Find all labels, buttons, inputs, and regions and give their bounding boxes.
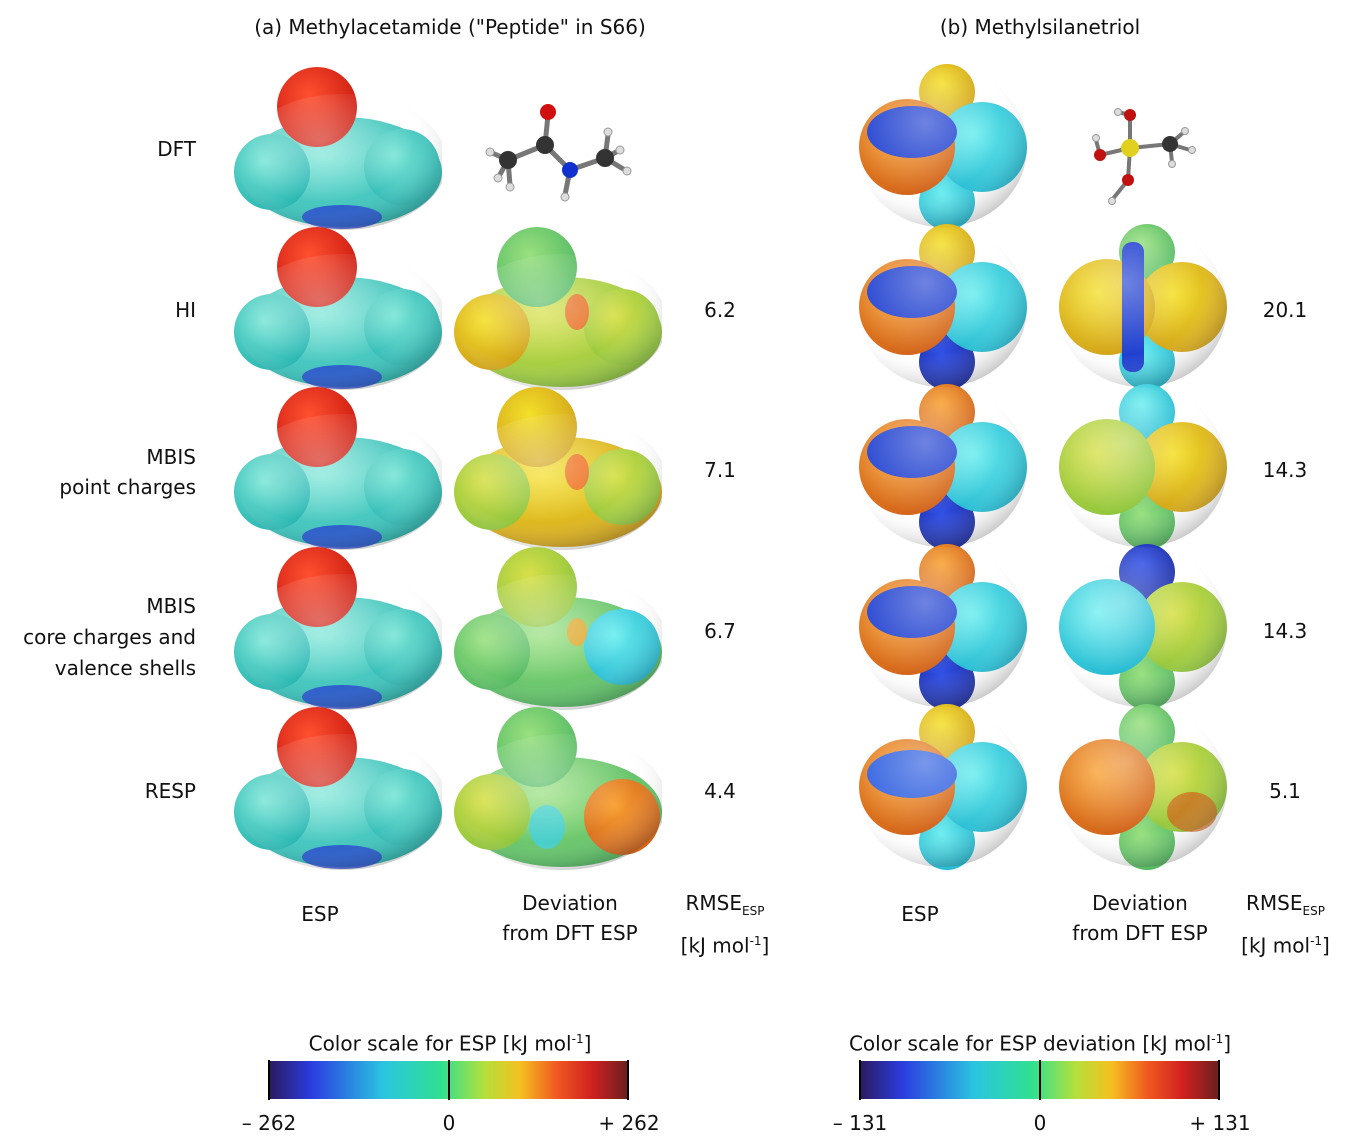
colorbar-esp-mid: 0 (442, 1111, 456, 1135)
esp-surface-b-dft (857, 64, 1027, 230)
esp-surface-a-resp (234, 707, 442, 870)
deviation-surface-b-mbis-point (1057, 384, 1227, 550)
rmse-a-hi: 6.2 (704, 298, 736, 322)
rmse-b-hi: 20.1 (1262, 298, 1308, 322)
col-label-deviation-a: Deviation from DFT ESP (502, 891, 638, 945)
colorbar-esp-title: Color scale for ESP [kJ mol-1] (308, 1031, 592, 1056)
row-label-mbis-point: MBIS point charges (59, 445, 196, 499)
deviation-surface-b-mbis-core (1057, 544, 1227, 710)
deviation-surface-a-mbis-core (454, 547, 662, 710)
deviation-surface-a-resp (454, 707, 662, 870)
colorbar-esp-min: – 262 (241, 1111, 297, 1135)
panel-a-title: (a) Methylacetamide ("Peptide" in S66) (254, 15, 646, 39)
colorbar-esp (268, 1060, 629, 1100)
colorbar-deviation (859, 1060, 1220, 1100)
col-label-rmse-a: RMSEESP [kJ mol-1] (680, 891, 770, 958)
colorbar-esp-max: + 262 (598, 1111, 660, 1135)
rmse-a-mbis-core: 6.7 (704, 619, 736, 643)
row-label-resp: RESP (144, 779, 196, 803)
colorbar-deviation-title: Color scale for ESP deviation [kJ mol-1] (848, 1031, 1232, 1056)
ball-stick-methylacetamide (485, 104, 632, 202)
col-label-deviation-b: Deviation from DFT ESP (1072, 891, 1208, 945)
row-label-dft: DFT (157, 137, 196, 161)
esp-surface-b-resp (857, 704, 1027, 870)
esp-surface-b-hi (857, 224, 1027, 390)
esp-surface-a-dft (234, 67, 442, 230)
panel-b-title: (b) Methylsilanetriol (939, 15, 1141, 39)
colorbar-deviation-min: – 131 (832, 1111, 888, 1135)
esp-surface-b-mbis-core (857, 544, 1027, 710)
col-label-esp-b: ESP (901, 902, 939, 926)
rmse-a-mbis-point: 7.1 (704, 458, 736, 482)
esp-surface-a-mbis-core (234, 547, 442, 710)
rmse-b-mbis-point: 14.3 (1262, 458, 1308, 482)
deviation-surface-b-hi (1057, 224, 1227, 390)
rmse-b-resp: 5.1 (1269, 779, 1301, 803)
esp-surface-a-mbis-point (234, 387, 442, 550)
esp-surface-a-hi (234, 227, 442, 390)
row-label-hi: HI (175, 298, 196, 322)
rmse-a-resp: 4.4 (704, 779, 736, 803)
colorbar-deviation-max: + 131 (1189, 1111, 1251, 1135)
col-label-esp-a: ESP (301, 902, 339, 926)
deviation-surface-b-resp (1057, 704, 1227, 870)
rmse-b-mbis-core: 14.3 (1262, 619, 1308, 643)
col-label-rmse-b: RMSEESP [kJ mol-1] (1241, 891, 1330, 958)
colorbar-deviation-mid: 0 (1033, 1111, 1047, 1135)
ball-stick-methylsilanetriol (1092, 108, 1196, 205)
deviation-surface-a-hi (454, 227, 662, 390)
deviation-surface-a-mbis-point (454, 387, 662, 550)
row-label-mbis-core: MBIS core charges and valence shells (23, 594, 196, 680)
esp-surface-b-mbis-point (857, 384, 1027, 550)
